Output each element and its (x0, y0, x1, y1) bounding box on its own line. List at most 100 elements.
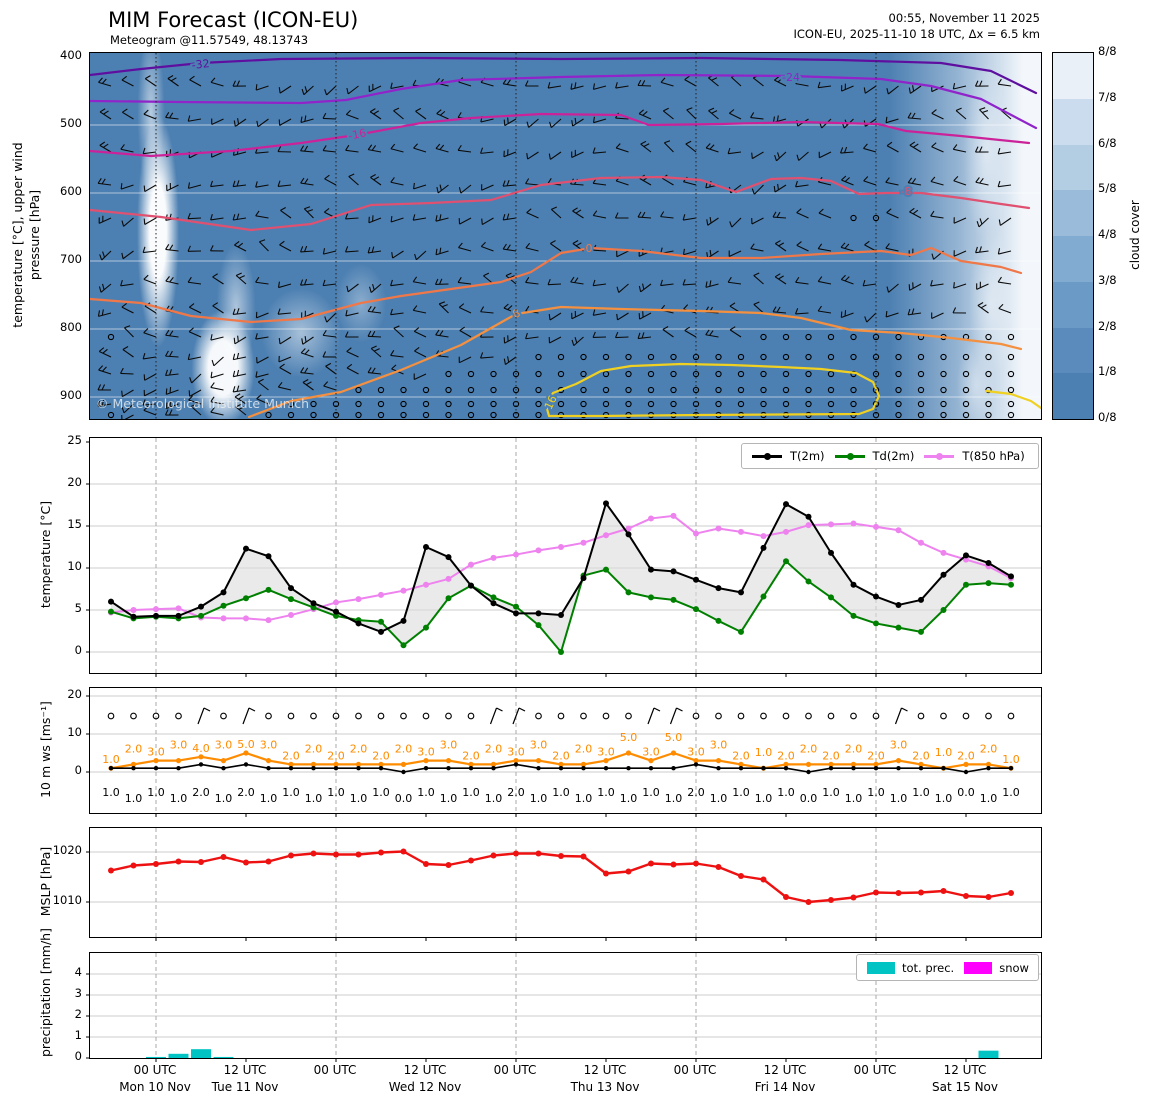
svg-text:1.0: 1.0 (935, 792, 953, 805)
day-label: Sat 15 Nov (932, 1080, 998, 1094)
mslp-tick-label: 1010 (52, 893, 82, 907)
svg-text:2.0: 2.0 (845, 742, 863, 755)
svg-text:1.0: 1.0 (417, 786, 435, 799)
svg-text:2.0: 2.0 (912, 749, 930, 762)
svg-text:-8: -8 (901, 185, 912, 198)
svg-text:0.0: 0.0 (957, 786, 975, 799)
svg-text:1.0: 1.0 (597, 786, 615, 799)
svg-text:1.0: 1.0 (552, 786, 570, 799)
svg-text:5.0: 5.0 (665, 731, 683, 744)
svg-text:2.0: 2.0 (867, 749, 885, 762)
grid (90, 688, 1041, 813)
utc-tick-label: 12 UTC (403, 1063, 447, 1077)
svg-text:1.0: 1.0 (147, 786, 165, 799)
svg-text:-16: -16 (347, 126, 367, 142)
day-label: Thu 13 Nov (570, 1080, 640, 1094)
svg-text:2.0: 2.0 (350, 742, 368, 755)
mslp-panel (86, 827, 1042, 941)
svg-text:1.0: 1.0 (485, 792, 503, 805)
svg-text:1.0: 1.0 (575, 792, 593, 805)
colorbar-band (1053, 372, 1093, 419)
colorbar-tick-label: 1/8 (1098, 364, 1117, 379)
snow-legend-label: snow (999, 960, 1029, 975)
temperature-tick-label: 15 (67, 517, 82, 531)
utc-tick-label: 00 UTC (133, 1063, 177, 1077)
colorbar-label: cloud cover (1128, 200, 1142, 270)
precip-bars (146, 1049, 999, 1058)
svg-text:3.0: 3.0 (687, 746, 705, 759)
svg-text:1.0: 1.0 (440, 792, 458, 805)
model-run-info: ICON-EU, 2025-11-10 18 UTC, Δx = 6.5 km (793, 27, 1040, 41)
axis-ticks (155, 1058, 967, 1062)
precip-tick-label: 4 (74, 965, 82, 979)
colorbar-tick-label: 3/8 (1098, 272, 1117, 287)
upper-air-plot: -32-24-16-80816 (90, 53, 1041, 419)
svg-text:2.0: 2.0 (305, 742, 323, 755)
svg-text:2.0: 2.0 (552, 749, 570, 762)
svg-text:1.0: 1.0 (755, 746, 773, 759)
colorbar-tick-label: 6/8 (1098, 135, 1117, 150)
snow-swatch (964, 961, 993, 974)
pressure-tick-label: 900 (60, 388, 82, 402)
precip-ylabel: precipitation [mm/h] (38, 928, 53, 1057)
svg-text:1.0: 1.0 (1002, 753, 1020, 766)
upper-wind-barbs (97, 74, 1015, 419)
svg-text:2.0: 2.0 (575, 742, 593, 755)
colorbar-band (1053, 281, 1093, 328)
tot-prec-legend-label: tot. prec. (902, 960, 955, 975)
colorbar-tick-label: 5/8 (1098, 181, 1117, 196)
colorbar-band (1053, 52, 1093, 99)
svg-text:3.0: 3.0 (147, 746, 165, 759)
svg-text:3.0: 3.0 (417, 746, 435, 759)
svg-text:2.0: 2.0 (822, 749, 840, 762)
temperature-plot (86, 438, 1041, 677)
svg-text:2.0: 2.0 (192, 786, 210, 799)
temperature-legend: T(2m) Td(2m) T(850 hPa) (741, 443, 1039, 469)
utc-tick-label: 12 UTC (583, 1063, 627, 1077)
mslp-ylabel: MSLP [hPa] (38, 846, 53, 917)
svg-text:3.0: 3.0 (215, 739, 233, 752)
colorbar-tick-label: 0/8 (1098, 410, 1117, 424)
t2m-legend-label: T(2m) (790, 449, 825, 463)
t850-legend-line (924, 452, 955, 460)
precip-legend: tot. prec. snow (856, 954, 1039, 981)
svg-text:1.0: 1.0 (170, 792, 188, 805)
svg-text:1.0: 1.0 (327, 786, 345, 799)
t850-legend-label: T(850 hPa) (962, 449, 1025, 463)
svg-text:2.0: 2.0 (980, 742, 998, 755)
svg-text:0.0: 0.0 (800, 792, 818, 805)
svg-text:4.0: 4.0 (192, 742, 210, 755)
day-gridlines (155, 53, 877, 419)
axis-ticks (156, 419, 966, 420)
svg-text:5.0: 5.0 (620, 731, 638, 744)
temperature-tick-label: 25 (67, 433, 82, 447)
colorbar-tick-label: 8/8 (1098, 44, 1117, 58)
pressure-tick-label: 400 (60, 48, 82, 62)
svg-text:1.0: 1.0 (822, 786, 840, 799)
utc-tick-label: 12 UTC (763, 1063, 807, 1077)
svg-text:-24: -24 (782, 71, 800, 84)
svg-text:2.0: 2.0 (395, 742, 413, 755)
svg-text:3.0: 3.0 (170, 739, 188, 752)
ws-line (108, 762, 1014, 775)
svg-text:1.0: 1.0 (980, 792, 998, 805)
td2m-legend-line (834, 452, 865, 460)
svg-text:1.0: 1.0 (102, 753, 120, 766)
svg-text:1.0: 1.0 (777, 786, 795, 799)
svg-text:1.0: 1.0 (372, 786, 390, 799)
grid (90, 828, 1041, 937)
temperature-tick-label: 5 (74, 601, 82, 615)
svg-text:2.0: 2.0 (372, 749, 390, 762)
svg-text:2.0: 2.0 (282, 749, 300, 762)
upper-air-ylabel-line1: temperature [°C], upper wind (10, 142, 25, 328)
precip-tick-label: 3 (74, 986, 82, 1000)
gust-value-labels: 1.0 2.0 3.0 3.0 4.0 3.0 5.0 3.0 2.0 2.0 2.0 2.0 2.0 2… (102, 731, 1020, 766)
svg-text:1.0: 1.0 (935, 746, 953, 759)
svg-text:2.0: 2.0 (507, 786, 525, 799)
pressure-gridlines (90, 124, 1041, 398)
colorbar-band (1053, 144, 1093, 191)
svg-text:1.0: 1.0 (305, 792, 323, 805)
svg-text:1.0: 1.0 (350, 792, 368, 805)
svg-text:3.0: 3.0 (507, 746, 525, 759)
